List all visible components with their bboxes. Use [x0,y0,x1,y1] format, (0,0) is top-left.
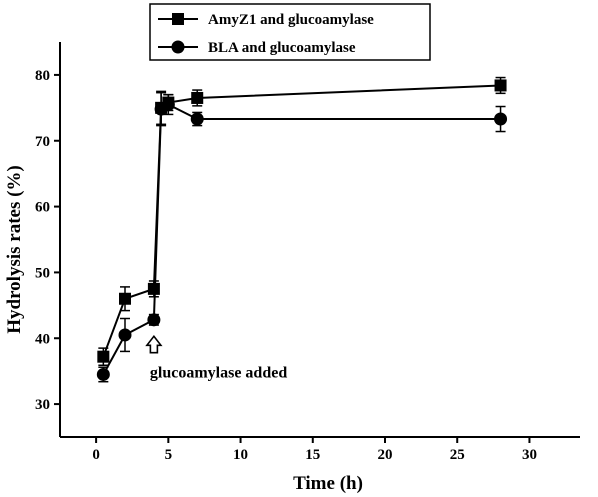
legend-label: AmyZ1 and glucoamylase [208,12,374,28]
y-axis-title: Hydrolysis rates (%) [4,165,25,334]
y-tick-label: 40 [35,331,50,347]
annotation-arrow [145,334,163,354]
x-axis-title: Time (h) [293,473,363,494]
data-point [97,350,110,363]
y-tick-label: 30 [35,397,50,413]
x-tick-label: 25 [450,447,465,463]
data-point [147,313,161,327]
axes: 0 5 10 15 20 25 30 30 40 50 60 70 80 [35,42,580,463]
data-point [119,292,131,305]
legend: AmyZ1 and glucoamylase BLA and glucoamyla… [149,3,431,61]
data-point [190,112,204,126]
annotation-label: glucoamylase added [150,365,287,382]
y-tick-label: 50 [35,265,50,281]
x-tick-label: 15 [305,447,320,463]
annotation-layer: glucoamylase added [145,334,287,382]
series-line [102,103,501,375]
series-layer [96,76,508,383]
x-tick-label: 0 [92,447,100,463]
legend-label: BLA and glucoamylase [208,40,356,56]
x-tick-label: 5 [165,447,173,463]
data-point [96,367,110,381]
y-tick-label: 80 [35,68,50,84]
legend-marker [172,13,184,25]
data-point [494,79,507,92]
x-tick-label: 20 [378,447,393,463]
x-tick-label: 30 [522,447,537,463]
x-tick-label: 10 [233,447,248,463]
data-point [494,112,508,126]
y-tick-label: 60 [35,200,50,216]
data-point [191,91,204,104]
data-point [118,328,132,342]
data-point [161,98,175,112]
series-2 [96,91,508,383]
data-point [147,282,160,295]
y-tick-label: 70 [35,134,50,150]
legend-box [149,3,431,61]
legend-marker [171,40,185,54]
